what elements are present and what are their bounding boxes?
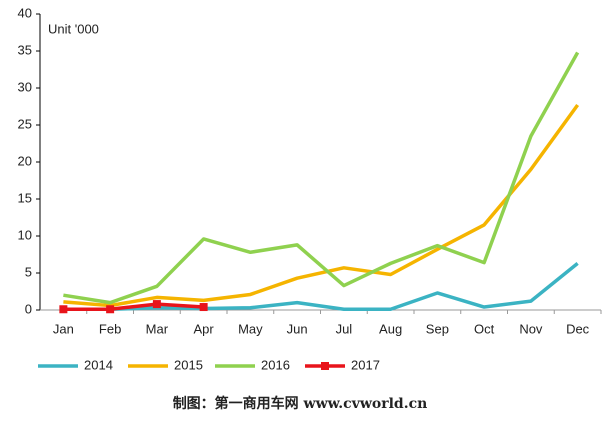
legend-label: 2017 xyxy=(351,357,380,372)
x-tick-label: Oct xyxy=(474,321,495,336)
y-tick-label: 20 xyxy=(18,153,32,168)
x-tick-label: Jun xyxy=(287,321,308,336)
y-tick-label: 10 xyxy=(18,227,32,242)
source-caption: 制图：第一商用车网 www.cvworld.cn xyxy=(173,395,428,412)
y-tick-label: 25 xyxy=(18,116,32,131)
x-tick-label: Dec xyxy=(566,321,590,336)
legend-label: 2015 xyxy=(174,357,203,372)
series-line xyxy=(63,103,580,308)
point-marker xyxy=(106,305,115,314)
y-tick-label: 35 xyxy=(18,42,32,57)
series-line xyxy=(63,302,204,312)
y-tick-label: 0 xyxy=(25,301,32,316)
legend-marker xyxy=(321,362,329,370)
x-tick-label: May xyxy=(238,321,263,336)
y-tick-label: 15 xyxy=(18,190,32,205)
series-line xyxy=(63,262,579,312)
x-tick-label: Apr xyxy=(194,321,215,336)
x-tick-label: Feb xyxy=(99,321,121,336)
legend-label: 2016 xyxy=(261,357,290,372)
point-marker xyxy=(199,303,208,312)
point-marker xyxy=(59,305,68,314)
x-tick-label: Jul xyxy=(336,321,353,336)
y-tick-label: 40 xyxy=(18,5,32,20)
legend-label: 2014 xyxy=(84,357,113,372)
x-tick-label: Mar xyxy=(146,321,169,336)
point-marker xyxy=(152,300,161,309)
series-line xyxy=(63,51,580,305)
x-tick-label: Aug xyxy=(379,321,402,336)
x-tick-label: Sep xyxy=(426,321,449,336)
x-tick-label: Nov xyxy=(519,321,543,336)
y-tick-label: 5 xyxy=(25,264,32,279)
x-tick-label: Jan xyxy=(53,321,74,336)
y-tick-label: 30 xyxy=(18,79,32,94)
unit-annotation: Unit '000 xyxy=(48,21,99,36)
